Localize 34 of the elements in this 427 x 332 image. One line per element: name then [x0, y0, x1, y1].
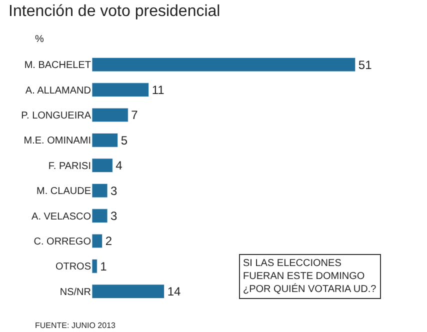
bar [92, 259, 98, 274]
chart-title: Intención de voto presidencial [8, 3, 220, 20]
chart-subtitle: % [35, 34, 44, 45]
data-label: 14 [167, 284, 181, 299]
y-tick-label: F. PARISI [48, 160, 91, 172]
y-tick-label: A. ALLAMAND [25, 85, 91, 96]
y-tick-label: M. CLAUDE [36, 186, 92, 198]
annotation: SI LAS ELECCIONES FUERAN ESTE DOMINGO ¿POR QUIÉN VOTARIA UD.? [243, 258, 377, 295]
bar [92, 57, 356, 72]
y-tick-label: M. BACHELET [24, 60, 91, 72]
bar [92, 108, 128, 122]
y-tick-label: NS/NR [60, 286, 91, 298]
data-label: 5 [120, 133, 128, 148]
bar [92, 158, 113, 173]
source-note: FUENTE: JUNIO 2013 [35, 321, 116, 330]
bar [92, 208, 108, 223]
bar [92, 82, 150, 97]
data-label: 7 [131, 108, 138, 122]
y-tick-label: M.E. OMINAMI [24, 136, 91, 147]
data-label: 51 [358, 58, 372, 72]
y-tick-label: C. ORREGO [34, 236, 92, 248]
data-label: 11 [152, 82, 165, 97]
data-label: 2 [105, 234, 112, 248]
data-label: 3 [110, 184, 118, 198]
y-tick-label: P. LONGUEIRA [21, 110, 92, 122]
y-tick-label: A. VELASCO [32, 211, 92, 222]
data-label: 4 [116, 158, 123, 173]
bar [92, 133, 118, 148]
data-label: 3 [110, 208, 118, 223]
bar [92, 234, 103, 248]
bar [92, 183, 108, 198]
y-tick-label: OTROS [55, 262, 92, 273]
bar [92, 284, 165, 299]
data-label: 1 [100, 259, 108, 274]
